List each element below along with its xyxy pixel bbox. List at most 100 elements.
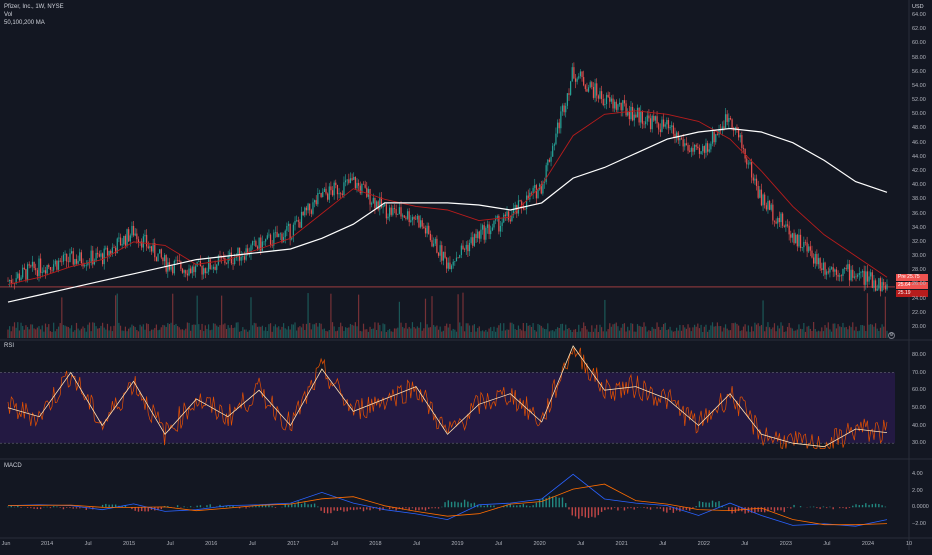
candle-body — [462, 246, 463, 249]
volume-bar — [174, 325, 175, 338]
volume-bar — [288, 326, 289, 338]
candle-body — [829, 269, 830, 273]
macd-histogram-bar — [255, 506, 256, 507]
volume-bar — [714, 327, 715, 338]
candle-body — [347, 179, 348, 180]
volume-bar — [435, 327, 436, 338]
candle-body — [683, 139, 684, 146]
volume-bar — [332, 322, 333, 338]
volume-bar — [637, 324, 638, 338]
candle-body — [382, 206, 383, 208]
macd-histogram-bar — [712, 501, 713, 508]
pre-price-tag: Pre 25.75 — [896, 274, 928, 281]
volume-bar — [232, 328, 233, 338]
volume-bar — [122, 331, 123, 338]
volume-bar — [95, 326, 96, 338]
volume-label: Vol — [4, 11, 64, 19]
volume-bar — [709, 330, 710, 338]
candle-body — [885, 286, 886, 290]
volume-bar — [831, 332, 832, 338]
candle-body — [312, 202, 313, 214]
volume-bar — [263, 331, 264, 338]
candle-body — [621, 103, 622, 110]
price-tick-label: 32.00 — [912, 239, 926, 245]
candle-body — [824, 263, 825, 275]
volume-bar — [449, 324, 450, 338]
macd-histogram-bar — [588, 507, 589, 518]
volume-bar — [634, 332, 635, 338]
candle-body — [581, 71, 582, 77]
volume-bar — [149, 331, 150, 338]
volume-bar — [568, 328, 569, 338]
volume-bar — [619, 331, 620, 338]
volume-bar — [190, 331, 191, 338]
candle-body — [337, 185, 338, 194]
macd-histogram-bar — [709, 503, 710, 508]
candle-body — [868, 276, 869, 281]
volume-bar — [516, 330, 517, 338]
volume-bar — [144, 330, 145, 338]
volume-bar — [550, 330, 551, 338]
candle-body — [645, 121, 646, 124]
time-tick-label: 2020 — [533, 541, 545, 547]
candle-body — [110, 251, 111, 254]
candle-body — [771, 205, 772, 210]
macd-histogram-bar — [607, 507, 608, 509]
candle-body — [211, 269, 212, 270]
volume-bar — [785, 331, 786, 338]
candle-body — [136, 234, 137, 240]
candle-body — [458, 258, 459, 259]
macd-histogram-bar — [418, 507, 419, 510]
candle-body — [453, 262, 454, 266]
macd-histogram-bar — [699, 501, 700, 507]
macd-histogram-bar — [480, 505, 481, 507]
candle-body — [391, 208, 392, 215]
candle-body — [201, 266, 202, 274]
candle-body — [149, 246, 150, 248]
volume-bar — [66, 326, 67, 338]
candle-body — [307, 204, 308, 211]
candle-body — [422, 220, 423, 226]
volume-bar — [485, 330, 486, 338]
macd-histogram-bar — [20, 507, 21, 508]
volume-bar — [789, 323, 790, 338]
macd-histogram-bar — [108, 505, 109, 508]
candle-body — [213, 267, 214, 269]
volume-bar — [417, 326, 418, 338]
candle-body — [578, 76, 579, 78]
time-tick-label: 2022 — [698, 541, 710, 547]
volume-bar — [306, 324, 307, 338]
volume-bar — [815, 329, 816, 338]
candle-body — [837, 275, 838, 277]
symbol-legend[interactable]: Pfizer, Inc., 1W, NYSE Vol 50,100,200 MA — [4, 3, 64, 27]
volume-bar — [337, 331, 338, 338]
volume-bar — [632, 324, 633, 338]
volume-bar — [725, 324, 726, 338]
volume-bar — [718, 326, 719, 338]
candle-body — [668, 120, 669, 128]
volume-bar — [872, 325, 873, 338]
volume-bar — [166, 327, 167, 338]
candle-body — [456, 258, 457, 261]
macd-histogram-bar — [314, 504, 315, 508]
volume-bar — [844, 327, 845, 338]
candle-body — [66, 254, 67, 262]
volume-bar — [162, 325, 163, 338]
candle-body — [187, 274, 188, 276]
candle-body — [873, 280, 874, 287]
macd-histogram-bar — [787, 507, 788, 508]
macd-histogram-bar — [552, 496, 553, 507]
volume-bar — [764, 331, 765, 338]
volume-bar — [91, 331, 92, 338]
candle-body — [301, 212, 302, 228]
candle-body — [407, 211, 408, 219]
macd-histogram-bar — [575, 507, 576, 516]
volume-bar — [462, 293, 463, 338]
symbol-line: Pfizer, Inc., 1W, NYSE — [4, 3, 64, 11]
gear-icon[interactable]: ⚙ — [888, 332, 895, 339]
volume-bar — [581, 328, 582, 338]
macd-histogram-bar — [624, 507, 625, 510]
volume-bar — [878, 331, 879, 338]
